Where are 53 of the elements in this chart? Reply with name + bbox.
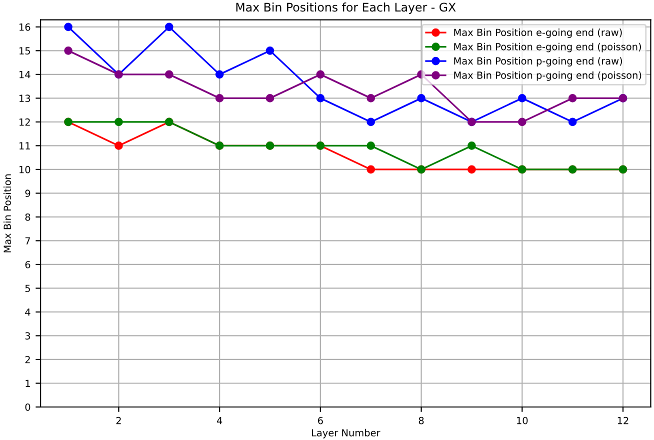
y-tick-label: 12 (20, 118, 30, 126)
point (215, 94, 224, 102)
point (114, 142, 123, 150)
y-axis-title: Max Bin Position (3, 174, 12, 252)
y-tick-label: 11 (20, 142, 30, 150)
y-tick-label: 5 (25, 284, 30, 292)
y-tick-label: 7 (25, 237, 30, 244)
y-tick-label: 9 (25, 190, 30, 198)
y-tick-label: 3 (25, 332, 30, 340)
x-tick-label: 4 (216, 417, 222, 424)
point (518, 94, 526, 102)
x-tick-label: 10 (517, 416, 528, 424)
point (366, 165, 376, 174)
y-tick-label: 6 (25, 260, 30, 268)
y-tick-label: 8 (25, 213, 30, 221)
x-axis-title: Layer Number (312, 428, 380, 438)
x-tick-label: 12 (618, 416, 628, 424)
point (114, 118, 123, 126)
point (215, 70, 224, 79)
point (266, 94, 274, 102)
x-tick-label: 6 (318, 416, 323, 424)
point (366, 118, 376, 126)
y-tick-label: 0 (25, 403, 30, 411)
point (568, 118, 577, 126)
point (568, 94, 577, 102)
point (64, 46, 72, 55)
chart-title: Max Bin Positions for Each Layer - GX (236, 2, 456, 14)
legend-label: Max Bin Position p-going end (raw) (454, 57, 622, 66)
point (164, 22, 174, 32)
point (316, 70, 325, 79)
x-tick-label: 8 (418, 416, 424, 424)
point (518, 118, 526, 126)
point (366, 94, 376, 102)
y-tick-label: 15 (20, 47, 30, 55)
point (417, 94, 426, 102)
point (64, 22, 72, 32)
point (468, 142, 476, 150)
y-tick-label: 14 (20, 71, 30, 78)
y-tick-label: 10 (20, 166, 30, 174)
y-tick-label: 13 (20, 94, 30, 102)
point (468, 165, 476, 174)
legend-label: Max Bin Position e-going end (raw) (454, 28, 622, 38)
legend-label: Max Bin Position p-going end (poisson) (454, 71, 642, 81)
y-tick-label: 4 (25, 308, 30, 316)
point (164, 70, 174, 79)
y-tick-label: 2 (25, 356, 30, 364)
legend-label: Max Bin Position e-going end (poisson) (454, 42, 641, 52)
y-tick-label: 16 (20, 23, 30, 31)
point (266, 46, 274, 55)
point (316, 94, 325, 102)
point (366, 142, 376, 150)
y-tick-label: 1 (26, 380, 30, 387)
x-tick-label: 2 (116, 416, 121, 424)
